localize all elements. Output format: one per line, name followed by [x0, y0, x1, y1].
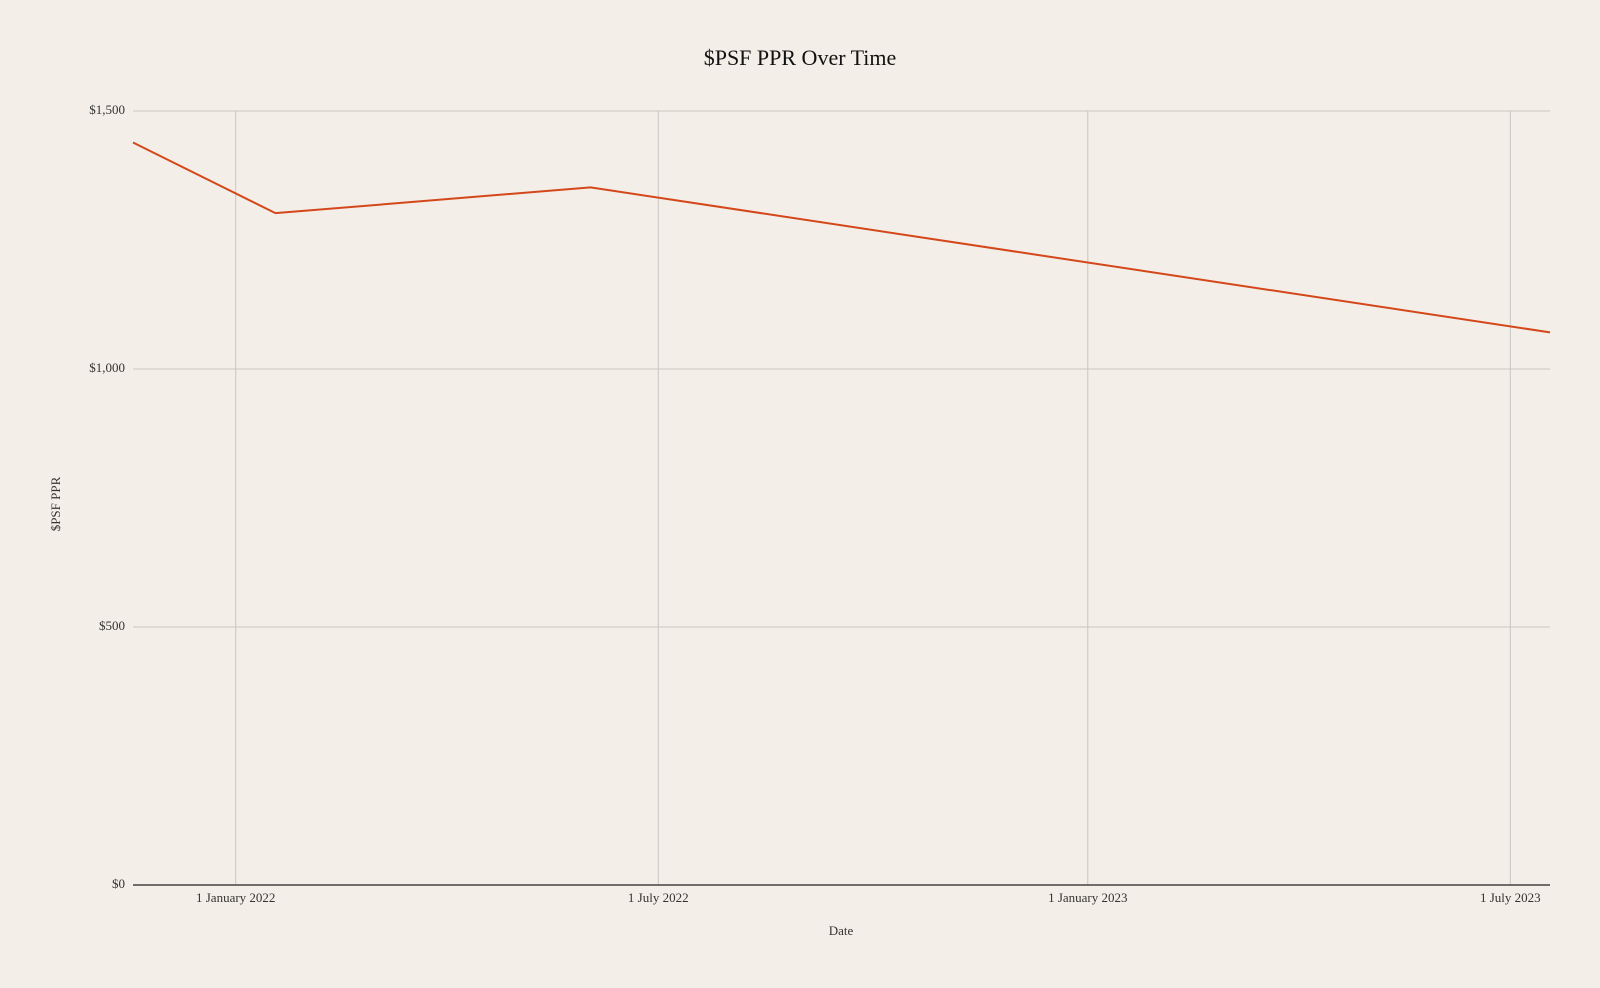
y-tick-label: $0	[112, 876, 125, 891]
x-tick-label: 1 July 2022	[628, 890, 689, 905]
y-tick-label: $1,000	[89, 360, 125, 375]
y-axis-label: $PSF PPR	[48, 476, 63, 531]
y-tick-label: $1,500	[89, 102, 125, 117]
x-tick-label: 1 January 2022	[196, 890, 275, 905]
x-tick-label: 1 January 2023	[1048, 890, 1127, 905]
x-axis-label: Date	[829, 923, 854, 938]
chart-title: $PSF PPR Over Time	[704, 45, 897, 70]
y-tick-label: $500	[99, 618, 125, 633]
data-line	[132, 141, 1551, 334]
x-tick-label: 1 July 2023	[1480, 890, 1541, 905]
